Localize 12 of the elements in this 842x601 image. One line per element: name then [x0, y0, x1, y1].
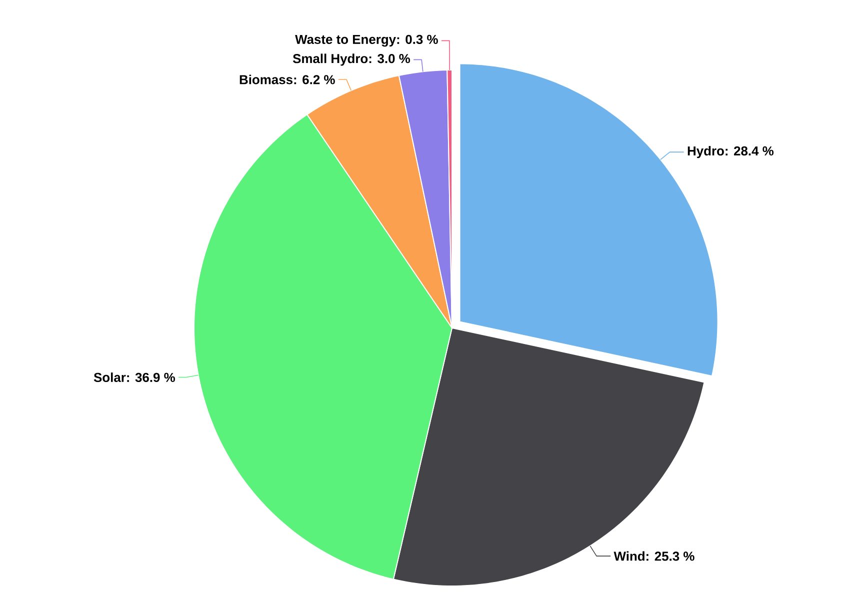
data-label: : 28.4 % — [726, 146, 774, 156]
slice-label: Waste to Energy — [295, 34, 396, 47]
data-label: : 36.9 % — [127, 372, 175, 382]
slice-label: Small Hydro — [292, 54, 368, 66]
slice-label: Solar — [94, 372, 126, 382]
slice-label: Hydro — [688, 146, 724, 158]
data-label: : 25.3 % — [646, 552, 694, 561]
slice-label: Biomass — [240, 74, 292, 84]
data-label: : 3.0 % — [369, 54, 410, 64]
data-label: : 6.2 % — [294, 75, 335, 84]
slice-label: Wind — [614, 551, 644, 561]
data-label: : 0.3 % — [397, 34, 438, 44]
